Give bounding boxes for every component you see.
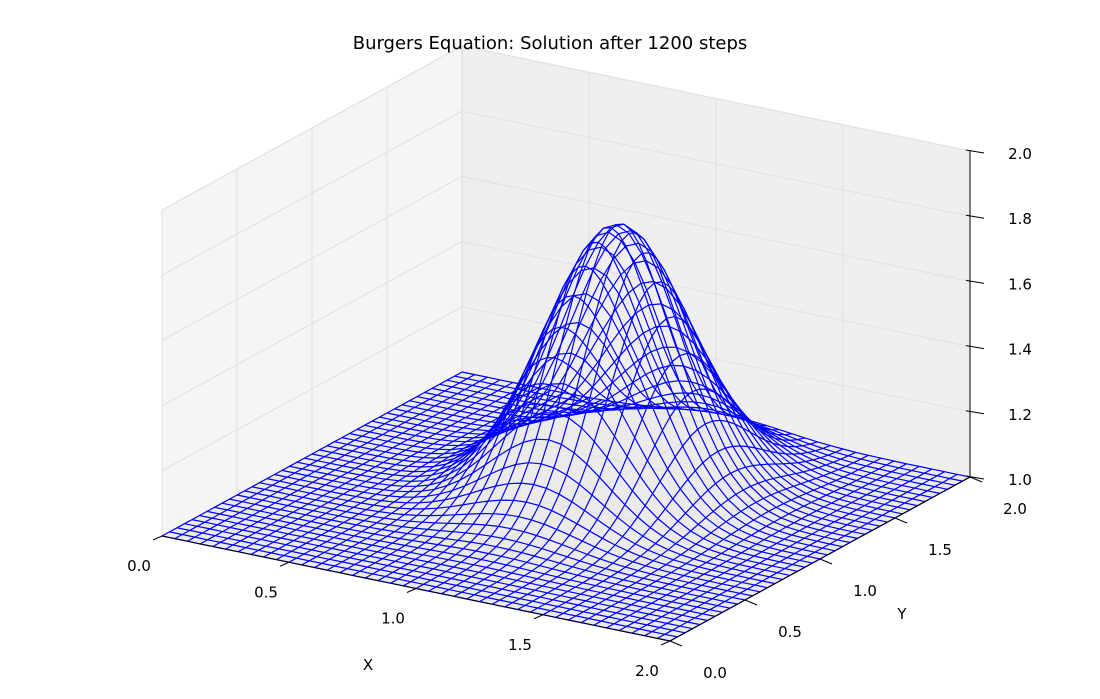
back-gridline-z xyxy=(461,175,971,282)
z-tick-label: 1.2 xyxy=(1008,406,1032,424)
surface-line-x xyxy=(580,457,882,624)
surface-line-y xyxy=(416,364,926,503)
x-tick-mark xyxy=(660,640,671,646)
surface-line-x xyxy=(593,460,895,626)
z-tick-mark xyxy=(965,345,985,350)
surface-line-x xyxy=(453,252,755,597)
surface-line-y xyxy=(371,242,881,527)
back-gridline-z xyxy=(461,110,971,217)
surface-line-x xyxy=(441,232,742,595)
y-tick-mark xyxy=(819,558,833,565)
surface-line-y xyxy=(311,321,821,560)
y-tick-mark xyxy=(969,476,983,483)
floor-gridline-y xyxy=(386,412,896,519)
x-ticks: 0.0 0.5 1.0 1.5 2.0 xyxy=(127,535,671,680)
chart-title: Burgers Equation: Solution after 1200 st… xyxy=(353,33,748,54)
surface-line-y xyxy=(364,229,873,531)
x-axis-label: X xyxy=(363,656,373,674)
surface-line-x xyxy=(530,445,831,613)
x-tick-mark xyxy=(533,614,544,620)
surface-line-y xyxy=(326,267,836,552)
z-tick-mark xyxy=(965,475,985,480)
surface-line-x xyxy=(568,454,869,621)
z-tick-mark xyxy=(965,149,985,154)
surface-line-y xyxy=(319,292,828,556)
surface-line-x xyxy=(542,448,844,616)
left-gridline-z xyxy=(161,175,463,341)
surface-line-y xyxy=(379,260,888,523)
x-tick-mark xyxy=(152,535,163,541)
y-tick-mark xyxy=(744,599,758,606)
x-tick-label: 1.5 xyxy=(508,636,532,654)
left-gridline-z xyxy=(161,241,463,407)
surface-line-y xyxy=(341,231,851,544)
z-tick-label: 1.6 xyxy=(1008,275,1032,293)
back-gridline-z xyxy=(461,241,971,348)
z-tick-label: 1.0 xyxy=(1008,471,1032,489)
z-tick-label: 2.0 xyxy=(1008,145,1032,163)
surface-line-y xyxy=(409,346,918,507)
surface-line-x xyxy=(631,468,933,634)
back-gridline-z xyxy=(461,45,971,152)
x-tick-mark xyxy=(406,588,417,593)
left-gridline-z xyxy=(161,306,463,472)
x-tick-mark xyxy=(279,561,290,567)
y-ticks: 0.0 0.5 1.0 1.5 2.0 xyxy=(669,476,1027,682)
surface-line-x xyxy=(606,463,907,629)
surface-line-y xyxy=(356,223,866,535)
surface-line-x xyxy=(466,281,767,600)
x-tick-label: 0.5 xyxy=(254,583,278,601)
y-tick-label: 1.0 xyxy=(853,582,877,600)
surface-line-y xyxy=(349,223,858,539)
surface-line-y xyxy=(386,280,896,519)
z-tick-label: 1.8 xyxy=(1008,210,1032,228)
x-tick-label: 0.0 xyxy=(127,557,151,575)
surface-line-x xyxy=(644,471,945,637)
x-tick-label: 2.0 xyxy=(635,662,659,680)
y-tick-label: 0.0 xyxy=(703,664,727,682)
surface-line-y xyxy=(334,246,843,548)
left-gridline-z xyxy=(161,45,463,211)
surface-line-y xyxy=(461,371,971,478)
surface-line-y xyxy=(431,387,941,494)
surface-line-x xyxy=(618,465,920,632)
x-tick-label: 1.0 xyxy=(381,610,405,628)
surface-line-y xyxy=(401,325,911,511)
y-tick-label: 0.5 xyxy=(778,623,802,641)
z-tick-mark xyxy=(965,410,985,415)
floor-gridline-y xyxy=(311,453,821,560)
left-gridline-z xyxy=(161,110,463,276)
z-tick-mark xyxy=(965,214,985,219)
surface-line-x xyxy=(504,388,806,608)
y-tick-mark xyxy=(669,640,683,647)
surface-line-y xyxy=(394,303,903,515)
y-tick-label: 1.5 xyxy=(928,541,952,559)
y-axis-label: Y xyxy=(896,605,907,623)
surface-line-x xyxy=(517,419,818,611)
z-ticks: 1.0 1.2 1.4 1.6 1.8 2.0 xyxy=(965,145,1032,489)
y-tick-label: 2.0 xyxy=(1003,500,1027,518)
z-tick-mark xyxy=(965,279,985,284)
surface-line-y xyxy=(446,379,956,486)
surface-line-x xyxy=(657,473,958,639)
y-tick-mark xyxy=(894,517,908,524)
z-tick-label: 1.4 xyxy=(1008,341,1032,359)
surface-line-y xyxy=(424,380,933,499)
surface-line-y xyxy=(439,383,948,490)
surface-line-x xyxy=(555,451,856,618)
